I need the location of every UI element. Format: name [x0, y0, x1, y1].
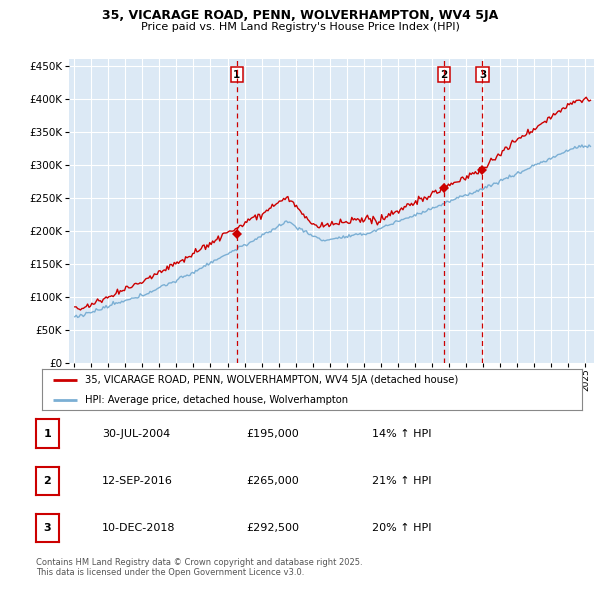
Text: 21% ↑ HPI: 21% ↑ HPI [372, 476, 431, 486]
Text: 10-DEC-2018: 10-DEC-2018 [102, 523, 176, 533]
Text: £265,000: £265,000 [246, 476, 299, 486]
Text: 1: 1 [233, 70, 241, 80]
Text: 35, VICARAGE ROAD, PENN, WOLVERHAMPTON, WV4 5JA (detached house): 35, VICARAGE ROAD, PENN, WOLVERHAMPTON, … [85, 375, 458, 385]
Text: 30-JUL-2004: 30-JUL-2004 [102, 429, 170, 438]
Text: HPI: Average price, detached house, Wolverhampton: HPI: Average price, detached house, Wolv… [85, 395, 349, 405]
Text: 35, VICARAGE ROAD, PENN, WOLVERHAMPTON, WV4 5JA: 35, VICARAGE ROAD, PENN, WOLVERHAMPTON, … [102, 9, 498, 22]
Text: 12-SEP-2016: 12-SEP-2016 [102, 476, 173, 486]
Text: Price paid vs. HM Land Registry's House Price Index (HPI): Price paid vs. HM Land Registry's House … [140, 22, 460, 32]
Text: £292,500: £292,500 [246, 523, 299, 533]
Text: £195,000: £195,000 [246, 429, 299, 438]
Text: 1: 1 [44, 429, 51, 438]
Text: 14% ↑ HPI: 14% ↑ HPI [372, 429, 431, 438]
Text: 2: 2 [440, 70, 448, 80]
Text: 3: 3 [44, 523, 51, 533]
Text: 2: 2 [44, 476, 51, 486]
Text: Contains HM Land Registry data © Crown copyright and database right 2025.
This d: Contains HM Land Registry data © Crown c… [36, 558, 362, 577]
Text: 3: 3 [479, 70, 486, 80]
Text: 20% ↑ HPI: 20% ↑ HPI [372, 523, 431, 533]
